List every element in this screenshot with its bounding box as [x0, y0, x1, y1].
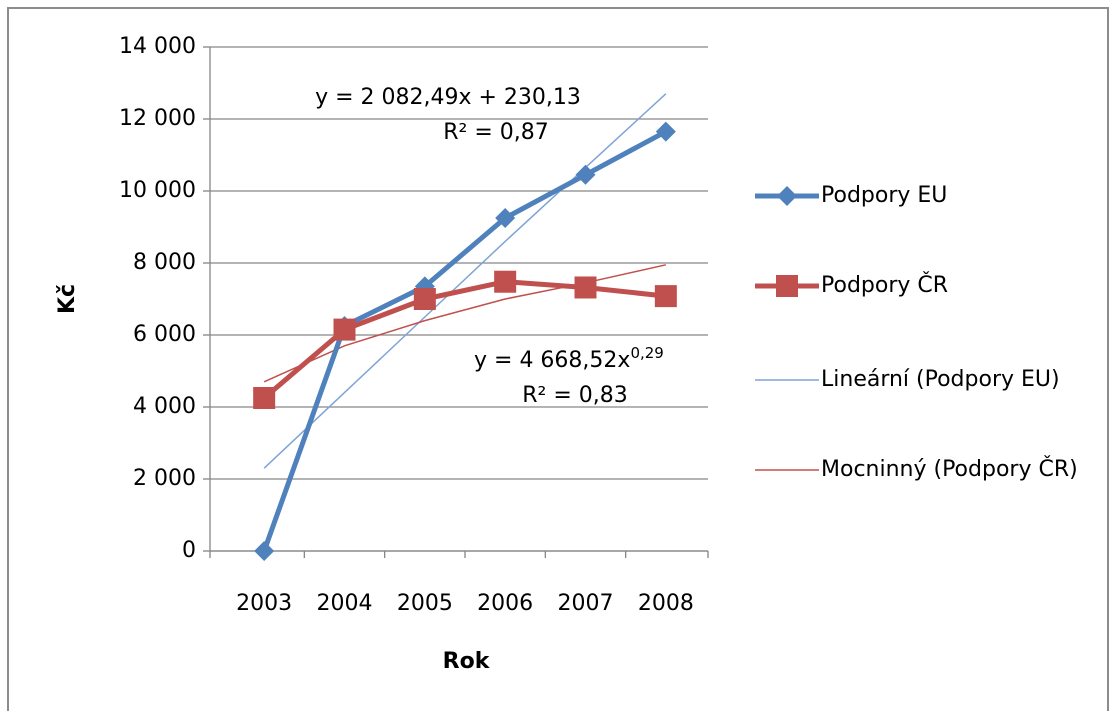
legend-label: Podpory EU	[821, 183, 948, 208]
equation: y = 2 082,49x + 230,13	[315, 85, 581, 110]
point	[253, 387, 276, 409]
point	[254, 541, 275, 561]
legend-entry: Podpory EU	[755, 180, 1095, 212]
legend-swatch	[755, 379, 819, 381]
point	[654, 285, 677, 308]
x-tick-label: 2004	[317, 591, 373, 616]
chart-border	[7, 7, 1109, 711]
series-line	[261, 129, 668, 552]
legend-entry: Podpory ČR	[755, 270, 1095, 302]
legend: Podpory EU Podpory ČR Lineární (Podpory EU…	[755, 180, 1095, 486]
point	[575, 164, 596, 185]
legend-marker	[776, 275, 798, 297]
point	[413, 288, 436, 310]
equation-base: y = 4 668,52x	[474, 348, 630, 373]
y-tick-label: 8 000	[133, 250, 196, 275]
equation: y = 4 668,52x0,29	[474, 344, 664, 374]
legend-swatch	[755, 186, 819, 206]
equation-exponent: 0,29	[630, 344, 663, 362]
x-tick-label: 2006	[477, 591, 533, 616]
legend-entry: Lineární (Podpory EU)	[755, 364, 1095, 396]
legend-entry: Mocninný (Podpory ČR)	[755, 454, 1095, 486]
legend-label: Lineární (Podpory EU)	[821, 367, 1060, 392]
y-axis-title: Kč	[55, 284, 80, 314]
y-tick-label: 12 000	[119, 106, 196, 131]
legend-swatch	[755, 469, 819, 471]
trendline	[263, 93, 667, 469]
point	[574, 276, 597, 299]
legend-label: Podpory ČR	[821, 273, 949, 298]
series-line	[262, 279, 667, 400]
r-squared: R² = 0,83	[522, 383, 628, 408]
point	[333, 318, 356, 341]
x-tick-label: 2005	[397, 591, 453, 616]
y-tick-label: 10 000	[119, 178, 196, 203]
point	[655, 121, 676, 142]
y-tick-label: 0	[182, 538, 196, 563]
x-tick-label: 2007	[558, 591, 614, 616]
legend-label: Mocninný (Podpory ČR)	[821, 457, 1078, 482]
y-tick-label: 6 000	[133, 322, 196, 347]
y-tick-label: 4 000	[133, 394, 196, 419]
x-tick-label: 2003	[236, 591, 292, 616]
r-squared: R² = 0,87	[443, 120, 549, 145]
y-tick-label: 2 000	[133, 466, 196, 491]
y-tick-label: 14 000	[119, 34, 196, 59]
legend-swatch	[755, 275, 819, 297]
legend-marker	[777, 186, 797, 206]
x-tick-label: 2008	[638, 591, 694, 616]
point	[494, 270, 517, 293]
trendline	[263, 264, 666, 383]
x-axis-title: Rok	[443, 649, 491, 674]
point	[495, 208, 516, 228]
